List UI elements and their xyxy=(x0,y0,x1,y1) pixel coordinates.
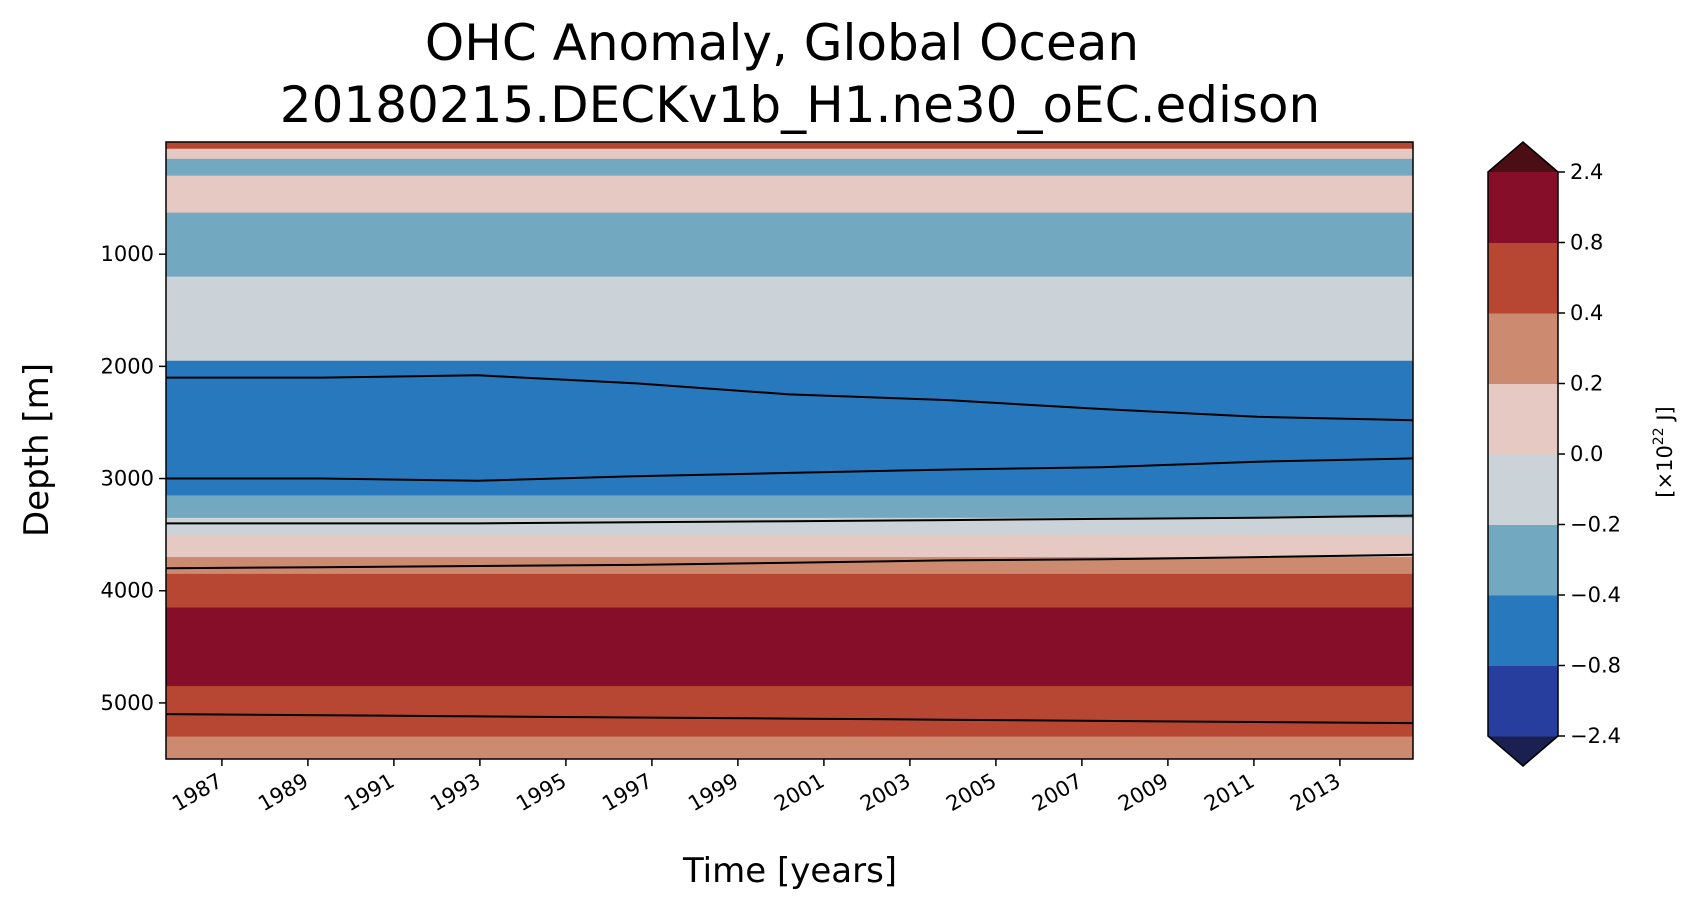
contour-band-4 xyxy=(166,212,1413,278)
plot-frame xyxy=(165,141,1414,760)
colorbar-tick-label: −2.4 xyxy=(1570,724,1621,748)
x-tick-label: 1993 xyxy=(426,769,484,817)
contour-line-3 xyxy=(166,553,1413,570)
colorbar-tick-label: 2.4 xyxy=(1570,160,1603,184)
contour-band-13 xyxy=(166,686,1413,738)
contour-band-3 xyxy=(166,175,1413,214)
x-tick-label: 2007 xyxy=(1028,769,1086,817)
contour-band-14 xyxy=(166,736,1413,759)
x-tick-label: 2005 xyxy=(942,769,1000,817)
contour-band-8 xyxy=(166,517,1413,536)
colorbar-tick-label: −0.8 xyxy=(1570,654,1621,678)
contour-line-0 xyxy=(166,374,1413,422)
contour-band-12 xyxy=(166,607,1413,687)
y-tick-label: 1000 xyxy=(101,242,154,266)
contour-line-4 xyxy=(166,713,1413,725)
colorbar-tick-label: −0.4 xyxy=(1570,583,1621,607)
colorbar-segment xyxy=(1488,313,1558,384)
x-tick-label: 1987 xyxy=(168,769,226,817)
colorbar-segment xyxy=(1488,524,1558,596)
y-tick-label: 4000 xyxy=(101,579,154,603)
contour-line-1 xyxy=(166,457,1413,482)
contour-band-0 xyxy=(166,142,1413,150)
colorbar-segment xyxy=(1488,595,1558,666)
colorbar-segment xyxy=(1488,383,1558,455)
contour-line-2 xyxy=(166,514,1413,525)
x-tick-label: 1997 xyxy=(598,769,656,817)
y-axis: 1000 2000 3000 4000 5000 xyxy=(101,242,166,715)
x-tick-label: 2003 xyxy=(856,769,914,817)
contour-band-2 xyxy=(166,158,1413,177)
colorbar-tick-label: 0.2 xyxy=(1570,372,1603,396)
colorbar-segment xyxy=(1488,242,1558,314)
x-tick-label: 2011 xyxy=(1200,769,1258,817)
colorbar-segment xyxy=(1488,172,1558,243)
colorbar-tick-label: 0.8 xyxy=(1570,231,1603,255)
x-tick-label: 1989 xyxy=(254,769,312,817)
x-tick-label: 1995 xyxy=(512,769,570,817)
contour-band-10 xyxy=(166,557,1413,575)
x-axis: 1987 1989 1991 1993 1995 1997 1999 2001 2003 2005… xyxy=(168,759,1344,816)
colorbar-under-arrow xyxy=(1488,736,1558,766)
y-tick-label: 3000 xyxy=(101,467,154,491)
colorbar-over-arrow xyxy=(1488,142,1558,172)
y-axis-label: Depth [m] xyxy=(17,363,57,537)
contour-band-7 xyxy=(166,495,1413,519)
x-tick-label: 2001 xyxy=(770,769,828,817)
x-tick-label: 2013 xyxy=(1286,769,1344,817)
x-tick-label: 1999 xyxy=(684,769,742,817)
colorbar-tick-label: 0.0 xyxy=(1570,442,1603,466)
plot-area xyxy=(166,142,1413,759)
chart-subtitle: 20180215.DECKv1b_H1.ne30_oEC.edison xyxy=(280,76,1320,134)
x-tick-label: 2009 xyxy=(1114,769,1172,817)
contour-band-5 xyxy=(166,276,1413,362)
colorbar-segment xyxy=(1488,454,1558,525)
contour-band-11 xyxy=(166,573,1413,609)
colorbar-tick-label: 0.4 xyxy=(1570,301,1603,325)
colorbar: −2.4 −0.8 −0.4 −0.2 0.0 0.2 0.4 0.8 2.4 xyxy=(1487,141,1621,767)
colorbar-tick-label: −0.2 xyxy=(1570,513,1621,537)
contour-band-6 xyxy=(166,360,1413,496)
colorbar-label: [×1022 J] xyxy=(1651,406,1677,497)
contour-band-1 xyxy=(166,148,1413,160)
contour-band-9 xyxy=(166,534,1413,558)
colorbar-segment xyxy=(1488,665,1558,737)
x-tick-label: 1991 xyxy=(340,769,398,817)
contour-lines xyxy=(166,374,1413,725)
x-axis-label: Time [years] xyxy=(682,851,897,891)
y-tick-label: 2000 xyxy=(101,354,154,378)
y-tick-label: 5000 xyxy=(101,691,154,715)
chart-title: OHC Anomaly, Global Ocean xyxy=(425,14,1139,72)
